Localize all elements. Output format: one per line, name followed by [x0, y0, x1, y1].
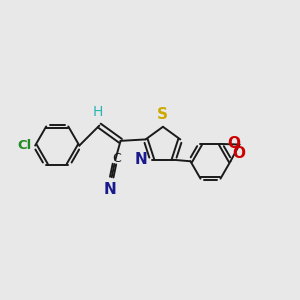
- Text: O: O: [227, 136, 240, 151]
- Text: Cl: Cl: [17, 139, 32, 152]
- Text: N: N: [134, 152, 147, 167]
- Text: O: O: [232, 146, 245, 161]
- Text: C: C: [112, 152, 122, 165]
- Text: H: H: [93, 105, 103, 119]
- Text: N: N: [103, 182, 116, 197]
- Text: S: S: [157, 107, 168, 122]
